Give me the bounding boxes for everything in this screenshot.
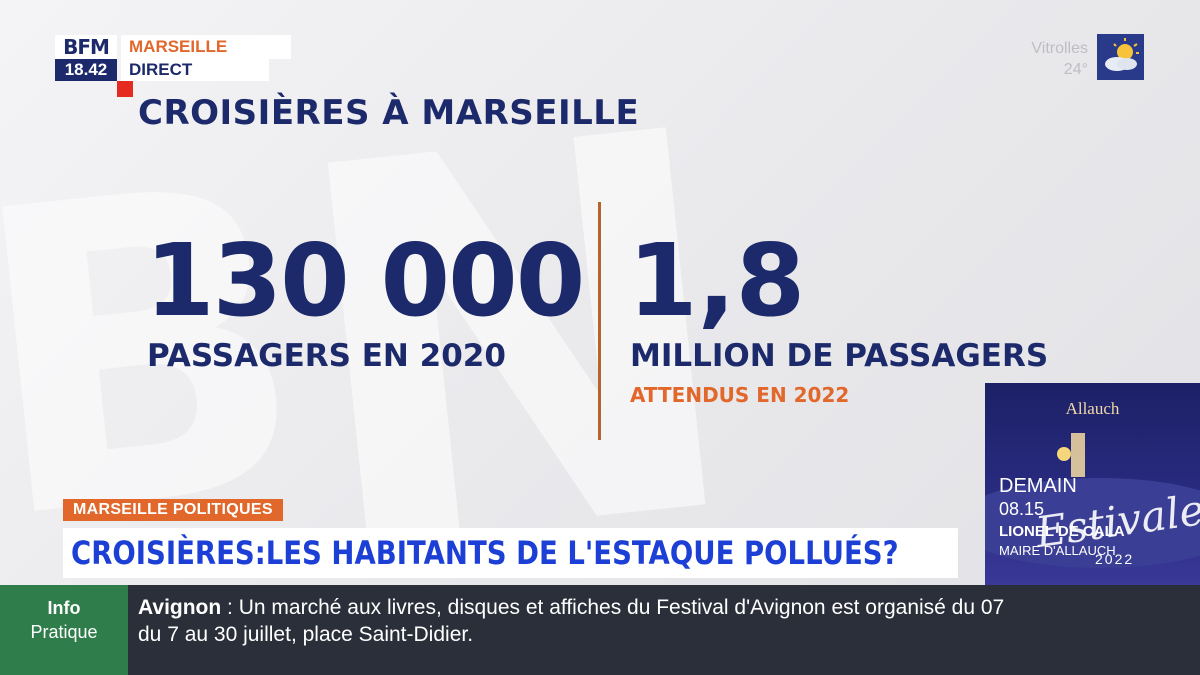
promo-day: DEMAIN (999, 475, 1077, 497)
promo-hour: 08.15 (999, 499, 1045, 519)
ticker-line1: Avignon : Un marché aux livres, disques … (138, 596, 1004, 620)
promo-year: 2022 (1095, 551, 1135, 567)
stat-note: ATTENDUS EN 2022 (630, 383, 850, 407)
bfm-logo: BFM (55, 35, 117, 59)
promo-place: Allauch (1065, 399, 1120, 418)
graphic-headline: CROISIÈRES À MARSEILLE (138, 93, 640, 133)
headline-banner: CROISIÈRES:LES HABITANTS DE L'ESTAQUE PO… (63, 528, 958, 578)
program-promo: Allauch Estivales 2022 DEMAIN 08.15 LION… (985, 383, 1200, 585)
divider (598, 202, 601, 440)
promo-guest: LIONEL DE CALA (999, 523, 1125, 540)
weather-location: Vitrolles (1031, 40, 1088, 57)
clock: 18.42 (55, 59, 117, 81)
ticker-text: Un marché aux livres, disques et affiche… (238, 596, 1005, 619)
stat-value: 130 000 (145, 222, 585, 339)
ticker-city: Avignon (138, 596, 222, 619)
stat-value: 1,8 (628, 222, 806, 339)
church-icon (1071, 433, 1085, 477)
red-square-icon (117, 81, 133, 97)
badge-line1: Info (47, 598, 81, 618)
partly-cloudy-icon (1097, 34, 1144, 80)
info-pratique-badge: Info Pratique (0, 585, 128, 675)
stat-label: PASSAGERS EN 2020 (147, 338, 506, 374)
news-ticker: Info Pratique Avignon : Un marché aux li… (0, 585, 1200, 675)
channel-city: MARSEILLE (121, 35, 291, 59)
headline-title: CROISIÈRES:LES HABITANTS DE L'ESTAQUE PO… (71, 534, 899, 572)
weather: Vitrolles 24° (1031, 38, 1088, 80)
weather-temperature: 24° (1063, 61, 1088, 78)
stat-label: MILLION DE PASSAGERS (630, 338, 1049, 374)
badge-line2: Pratique (30, 622, 98, 642)
moon-icon (1057, 447, 1071, 461)
live-label: DIRECT (121, 59, 269, 81)
ticker-separator: : (221, 596, 239, 619)
hill-illustration (985, 478, 1200, 568)
section-tag: MARSEILLE POLITIQUES (63, 499, 283, 521)
ticker-line2: du 7 au 30 juillet, place Saint-Didier. (138, 623, 474, 646)
promo-role: MAIRE D'ALLAUCH (999, 543, 1116, 558)
